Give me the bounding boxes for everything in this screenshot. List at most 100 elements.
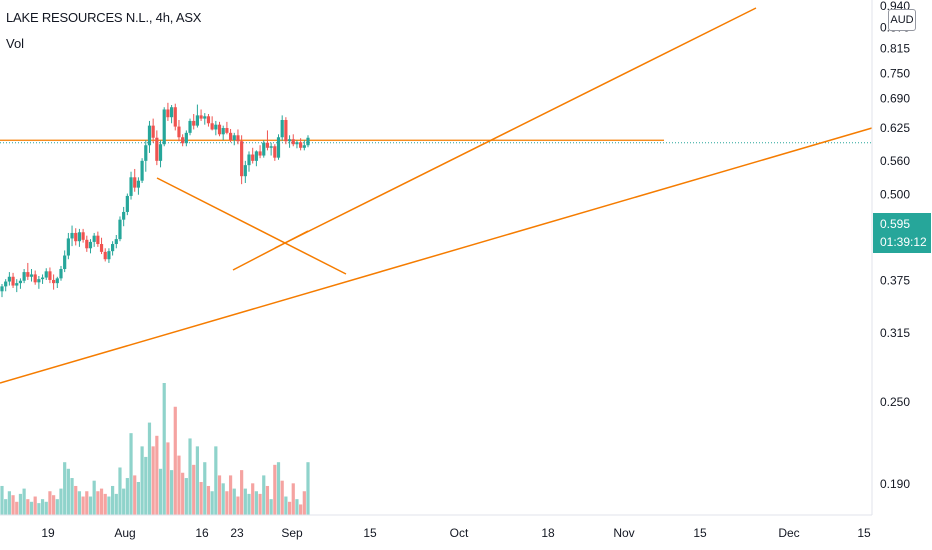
candle-body [210, 123, 214, 130]
candle-body [4, 281, 8, 287]
volume-bar [302, 491, 306, 515]
candle-body [192, 120, 196, 126]
candle-body [107, 251, 111, 260]
volume-bar [107, 496, 111, 515]
candle-body [85, 239, 89, 249]
y-tick-label: 0.375 [880, 274, 910, 288]
x-tick-label: 19 [41, 526, 55, 540]
volume-bar [195, 446, 199, 515]
volume-bar [147, 422, 152, 515]
candle-body [114, 239, 118, 245]
volume-bar [37, 503, 41, 515]
candle-body [287, 139, 292, 142]
volume-bar [4, 499, 8, 515]
candle-body [254, 151, 258, 161]
candle-body [295, 142, 299, 145]
volume-bar [26, 499, 30, 515]
volume-bar [232, 488, 236, 515]
candle-body [48, 271, 52, 280]
volume-bar [59, 488, 63, 515]
candle-body [251, 154, 255, 161]
candle-body [15, 283, 19, 286]
candle-body [151, 125, 155, 138]
volume-bar [133, 475, 137, 515]
volume-bar [103, 493, 107, 515]
volume-bar [169, 470, 174, 515]
volume-bar [33, 496, 37, 515]
x-tick-label: 18 [541, 526, 555, 540]
candle-body [63, 255, 67, 270]
volume-bar [188, 438, 192, 515]
volume-bar [166, 442, 170, 515]
trendlines[interactable] [0, 7, 873, 384]
y-tick-label: 0.560 [880, 154, 910, 168]
volume-bar [203, 462, 207, 515]
volume-bar [251, 483, 255, 515]
volume-bar [210, 491, 214, 515]
candle-body [92, 235, 96, 242]
candle-body [181, 137, 185, 144]
candle-body [258, 151, 262, 156]
candle-body [133, 177, 137, 188]
candle-body [155, 137, 159, 161]
candle-body [166, 109, 170, 118]
volume-bar [243, 488, 247, 515]
x-tick-label: Sep [281, 526, 303, 540]
candle-body [40, 277, 45, 280]
volume-bar [0, 485, 4, 515]
x-tick-label: 15 [693, 526, 707, 540]
candle-body [7, 276, 11, 282]
candle-body [18, 280, 23, 284]
horizontal-level-line[interactable] [0, 139, 872, 144]
volume-bar [70, 478, 74, 515]
volume-bar [63, 462, 67, 515]
volume-bar [140, 446, 144, 515]
candle-body [158, 144, 163, 161]
volume-bar [295, 499, 299, 515]
candle-body [280, 119, 284, 138]
volume-bar [29, 501, 34, 515]
y-tick-label: 0.250 [880, 395, 910, 409]
volume-bar [44, 501, 48, 515]
volume-bar [77, 491, 82, 515]
volume-bar [96, 491, 100, 515]
volume-bar [291, 483, 295, 515]
candle-body [52, 279, 56, 284]
wedge-lower-trendline[interactable] [232, 230, 309, 271]
volume-bar [48, 491, 52, 515]
candle-body [125, 195, 129, 212]
support-trendline[interactable] [0, 127, 873, 384]
candle-body [306, 137, 310, 146]
volume-bar [221, 483, 225, 515]
volume-bar [192, 464, 196, 515]
candle-body [247, 154, 251, 166]
x-tick-label: Nov [613, 526, 634, 540]
candle-body [199, 115, 203, 119]
x-tick-label: 23 [230, 526, 244, 540]
volume-bar [158, 468, 163, 515]
volume-bar [265, 485, 270, 515]
volume-bar [177, 455, 181, 515]
candle-body [44, 271, 48, 278]
volume-bar [136, 482, 141, 515]
volume-bar [240, 470, 244, 515]
volume-bar [66, 468, 70, 515]
y-tick-label: 0.750 [880, 67, 910, 81]
volume-bar [184, 478, 188, 515]
candle-body [111, 244, 115, 252]
volume-bar [247, 493, 251, 515]
candle-body [214, 124, 218, 130]
volume-bar [306, 462, 310, 515]
candle-body [70, 232, 74, 239]
upper-channel-trendline[interactable] [274, 7, 757, 249]
volume-indicator-label[interactable]: Vol [6, 36, 25, 51]
wedge-upper-trendline[interactable] [156, 177, 347, 275]
volume-bar [55, 499, 59, 515]
volume-bar [280, 480, 284, 515]
volume-bar [236, 496, 240, 515]
bar-countdown: 01:39:12 [880, 235, 927, 249]
candle-body [177, 126, 181, 138]
currency-button[interactable]: AUD [888, 9, 916, 31]
